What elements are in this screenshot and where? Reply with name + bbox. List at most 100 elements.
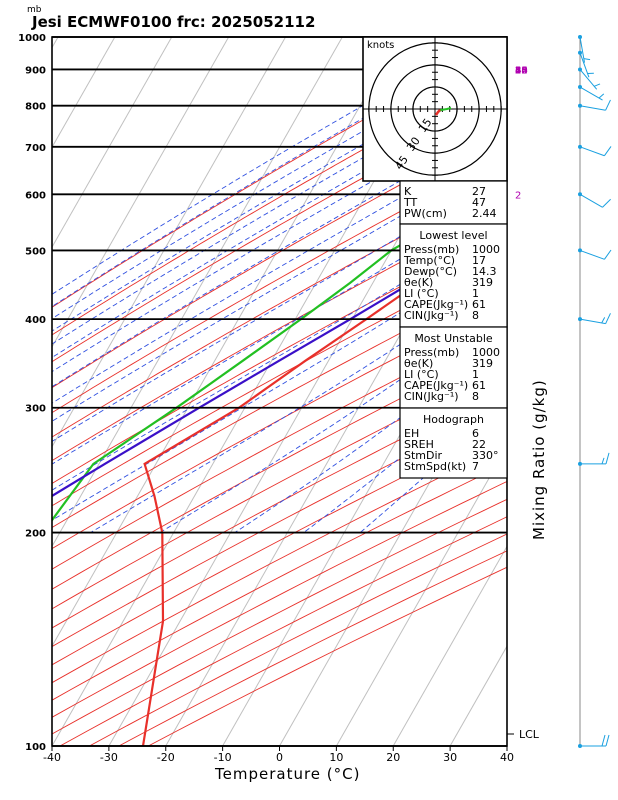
wind-barb-half-flag xyxy=(593,83,601,87)
wind-barb-staff xyxy=(579,249,605,260)
moist-adiabat-line xyxy=(52,172,507,442)
index-value: 1 xyxy=(472,287,479,300)
index-value: 22 xyxy=(472,438,486,451)
mixing-ratio-line xyxy=(558,22,618,194)
index-label: Press(mb) xyxy=(404,346,459,359)
mixing-ratio-line xyxy=(509,22,618,194)
wind-barb-staff xyxy=(579,69,598,90)
moist-adiabat-line xyxy=(90,271,507,533)
wind-barb-half-flag xyxy=(601,457,605,465)
pressure-tick-label: 800 xyxy=(25,102,46,113)
wind-barb xyxy=(578,85,605,101)
index-value: 8 xyxy=(472,309,479,322)
mixing-ratio-labels: 12346810121416182025303540 xyxy=(460,65,528,201)
isotherm-line xyxy=(52,37,230,348)
mixing-ratio-line xyxy=(612,22,618,194)
index-label: PW(cm) xyxy=(404,207,447,220)
series-line-parcel xyxy=(52,221,507,498)
index-label: K xyxy=(404,185,412,198)
indices-section-title: Lowest level xyxy=(419,229,487,242)
sounding-profiles xyxy=(52,187,507,746)
wind-barb-base xyxy=(578,144,582,149)
index-label: Dewp(°C) xyxy=(404,265,457,278)
wind-barb-flag xyxy=(605,734,610,747)
indices-box xyxy=(399,180,508,225)
mixing-ratio-label: 40 xyxy=(515,65,528,76)
index-label: LI (°C) xyxy=(404,368,439,381)
isotherm-line xyxy=(52,37,287,448)
index-label: CAPE(Jkg⁻¹) xyxy=(404,298,468,311)
mixing-ratio-label: 25 xyxy=(515,65,528,76)
index-label: CIN(Jkg⁻¹) xyxy=(404,309,459,322)
mixing-ratio-axis-label: Mixing Ratio (g/kg) xyxy=(530,379,548,540)
dry-adiabat-line xyxy=(52,365,507,610)
dry-adiabat-line xyxy=(52,343,507,590)
index-label: LI (°C) xyxy=(404,287,439,300)
mixing-ratio-label: 2 xyxy=(515,190,521,201)
index-label: CAPE(Jkg⁻¹) xyxy=(404,379,468,392)
index-value: 1000 xyxy=(472,346,500,359)
moist-adiabat-line xyxy=(52,89,507,359)
dry-adiabat-line xyxy=(52,444,507,684)
mixing-ratio-label: 3 xyxy=(515,65,521,76)
wind-barb-base xyxy=(578,248,582,253)
mixing-ratio-line xyxy=(537,22,618,194)
index-label: θe(K) xyxy=(404,357,433,370)
dry-adiabat-line xyxy=(52,462,507,701)
wind-barb-flag xyxy=(602,198,611,208)
wind-barb xyxy=(578,99,611,111)
wind-barb-staff xyxy=(579,105,606,111)
isotherm-line xyxy=(165,146,507,746)
isotherm-line xyxy=(52,37,59,49)
dry-adiabat-line xyxy=(52,480,507,718)
index-value: 6 xyxy=(472,427,479,440)
moist-adiabat-line xyxy=(52,135,507,404)
wind-barb-staff xyxy=(579,318,606,325)
x-tick-label: -20 xyxy=(157,751,175,764)
wind-barb xyxy=(578,35,591,63)
wind-barb xyxy=(578,248,612,260)
wind-barb-flag xyxy=(601,734,606,747)
mixing-ratio-label: 10 xyxy=(515,65,528,76)
wind-barb-flag xyxy=(605,99,611,111)
index-value: 319 xyxy=(472,276,493,289)
moist-adiabat-line xyxy=(52,103,507,373)
dry-adiabat-line xyxy=(52,254,507,507)
wind-barb-staff xyxy=(579,193,603,208)
index-label: StmSpd(kt) xyxy=(404,460,466,473)
mixing-ratio-label: 16 xyxy=(515,65,528,76)
wind-barb-base xyxy=(578,67,582,72)
isotherm-line xyxy=(392,545,507,746)
index-value: 330° xyxy=(472,449,499,462)
wind-barbs xyxy=(578,35,612,748)
index-value: 1000 xyxy=(472,243,500,256)
index-label: Temp(°C) xyxy=(403,254,455,267)
pressure-tick-label: 300 xyxy=(25,404,46,415)
isotherm-line xyxy=(555,22,618,762)
dry-adiabat-line xyxy=(52,69,507,336)
index-value: 27 xyxy=(472,185,486,198)
wind-barb-base xyxy=(578,317,582,322)
dry-adiabat-line xyxy=(52,154,507,414)
indices-section-title: Most Unstable xyxy=(414,332,493,345)
lcl-label: LCL xyxy=(519,728,540,741)
mixing-ratio-label: 30 xyxy=(515,65,528,76)
wind-barb-staff xyxy=(579,146,605,157)
hodograph-units-label: knots xyxy=(367,40,394,51)
wind-barb-base xyxy=(578,461,582,466)
isotherm-line xyxy=(335,445,507,746)
wind-barb-flag xyxy=(605,452,610,464)
x-tick-label: 20 xyxy=(386,751,400,764)
index-value: 17 xyxy=(472,254,486,267)
mixing-ratio-label: 6 xyxy=(515,65,521,76)
dry-adiabat-line xyxy=(52,277,507,529)
wind-barb-staff xyxy=(579,36,586,63)
dry-adiabat-line xyxy=(52,205,507,462)
dry-adiabat-line xyxy=(52,126,507,389)
wind-barb-half-flag xyxy=(598,93,605,99)
index-label: θe(K) xyxy=(404,276,433,289)
index-label: EH xyxy=(404,427,419,440)
mixing-ratio-label: 35 xyxy=(515,65,528,76)
moist-adiabat-line xyxy=(52,119,507,388)
